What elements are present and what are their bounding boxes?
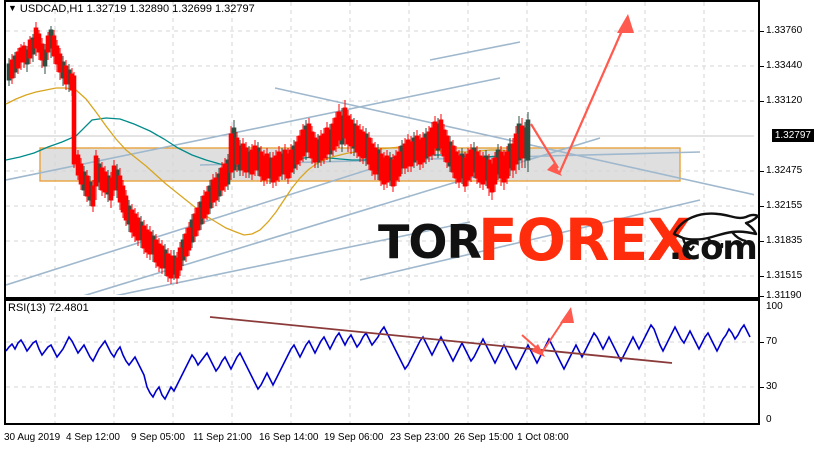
rsi-y-axis[interactable]: 100 70 30 0 [759,299,815,425]
y-tick: 30 [759,382,777,393]
y-tick: 1.31835 [759,236,802,247]
x-tick: 16 Sep 14:00 [259,432,319,443]
x-tick: 4 Sep 12:00 [66,432,120,443]
y-tick: 1.33760 [759,26,802,37]
time-axis[interactable]: 30 Aug 2019 4 Sep 12:00 9 Sep 05:00 11 S… [0,426,815,450]
candlestick-series[interactable] [6,22,531,284]
y-tick: 1.33440 [759,61,802,72]
price-y-axis[interactable]: 1.33760 1.33440 1.33120 1.32475 1.32155 … [759,0,815,301]
x-tick: 19 Sep 06:00 [324,432,384,443]
price-panel-frame [4,0,760,297]
y-tick: 70 [759,337,777,348]
rsi-forecast-arrows[interactable] [521,307,574,357]
price-chart-canvas[interactable] [0,0,760,297]
rsi-line [6,323,751,401]
y-tick: 1.31190 [759,291,801,302]
y-tick: 1.32475 [759,166,802,177]
rsi-panel-frame [4,299,760,425]
rsi-header: RSI(13) 72.4801 [8,302,89,314]
x-tick: 9 Sep 05:00 [131,432,185,443]
x-tick: 23 Sep 23:00 [390,432,450,443]
chart-header-text: USDCAD,H1 1.32719 1.32890 1.32699 1.3279… [19,3,255,15]
x-tick: 11 Sep 21:00 [193,432,252,443]
y-tick: 1.32155 [759,201,802,212]
panel-separator [4,297,760,299]
rsi-indicator-panel[interactable]: RSI(13) 72.4801 100 70 30 0 [0,299,815,425]
rsi-chart-canvas[interactable] [0,299,760,425]
y-tick: 1.33120 [759,96,802,107]
current-price-badge: 1.32797 [771,129,814,142]
triangle-down-icon[interactable]: ▼ [8,3,17,13]
x-tick: 26 Sep 15:00 [454,432,514,443]
chart-header: ▼ USDCAD,H1 1.32719 1.32890 1.32699 1.327… [8,3,255,15]
x-tick: 30 Aug 2019 [4,432,61,443]
rsi-gridlines [6,301,754,423]
price-forecast-arrows[interactable] [530,14,634,176]
x-tick: 1 Oct 08:00 [517,432,569,443]
price-trendlines[interactable] [6,41,760,297]
price-chart-panel[interactable]: ▼ USDCAD,H1 1.32719 1.32890 1.32699 1.327… [0,0,815,301]
y-tick: 100 [766,301,783,312]
rsi-trendline [209,316,673,364]
y-tick: 0 [766,414,772,425]
y-tick: 1.31515 [759,271,802,282]
